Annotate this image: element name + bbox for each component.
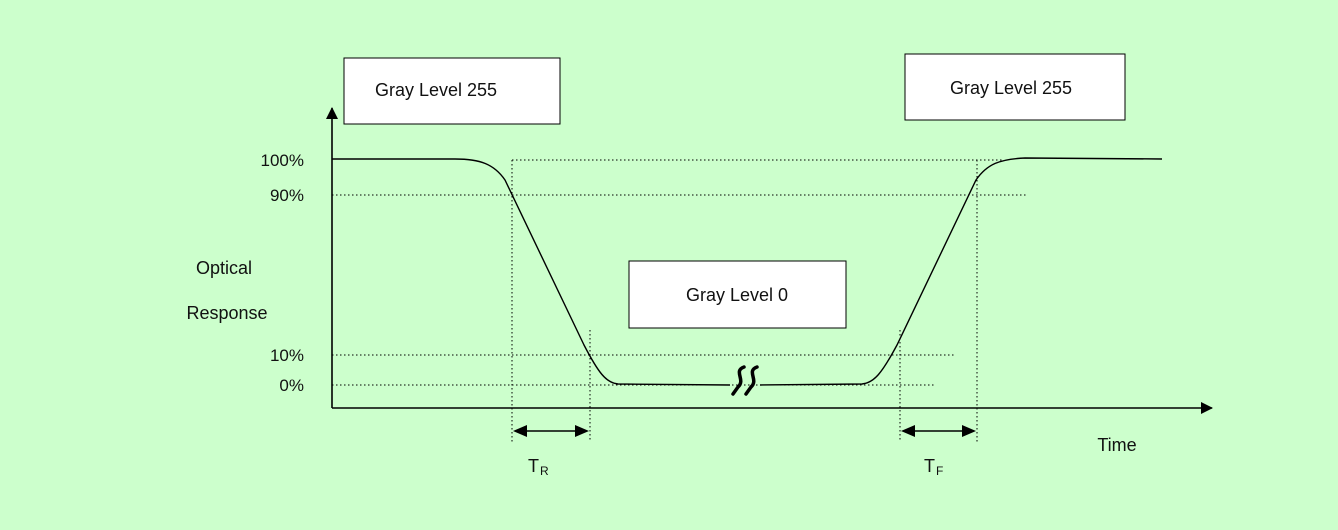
box-gray-255-left: Gray Level 255 bbox=[343, 57, 561, 125]
box-gray-255-right: Gray Level 255 bbox=[904, 53, 1126, 121]
box-gray-255-left-label: Gray Level 255 bbox=[375, 80, 497, 100]
rise-interval-arrow bbox=[513, 425, 589, 437]
box-gray-0-label: Gray Level 0 bbox=[686, 285, 788, 305]
rise-time-label: TR bbox=[528, 456, 549, 478]
fall-time-label: TF bbox=[924, 456, 943, 478]
rise-time-sub: R bbox=[540, 464, 549, 478]
box-gray-255-right-label: Gray Level 255 bbox=[950, 78, 1072, 98]
fall-time-sub: F bbox=[936, 464, 943, 478]
tick-label-100: 100% bbox=[261, 151, 304, 170]
y-axis-label-line1: Optical bbox=[196, 258, 252, 278]
box-gray-0: Gray Level 0 bbox=[628, 260, 847, 329]
tick-label-10: 10% bbox=[270, 346, 304, 365]
x-axis-label: Time bbox=[1097, 435, 1136, 455]
axis-break-icon bbox=[731, 365, 759, 396]
fall-interval-arrow bbox=[901, 425, 976, 437]
reference-lines bbox=[332, 159, 1026, 442]
y-axis-label-line2: Response bbox=[186, 303, 267, 323]
tick-label-0: 0% bbox=[279, 376, 304, 395]
tick-label-90: 90% bbox=[270, 186, 304, 205]
rise-time-main: T bbox=[528, 456, 539, 476]
fall-time-main: T bbox=[924, 456, 935, 476]
optical-response-curve bbox=[332, 157, 1163, 386]
